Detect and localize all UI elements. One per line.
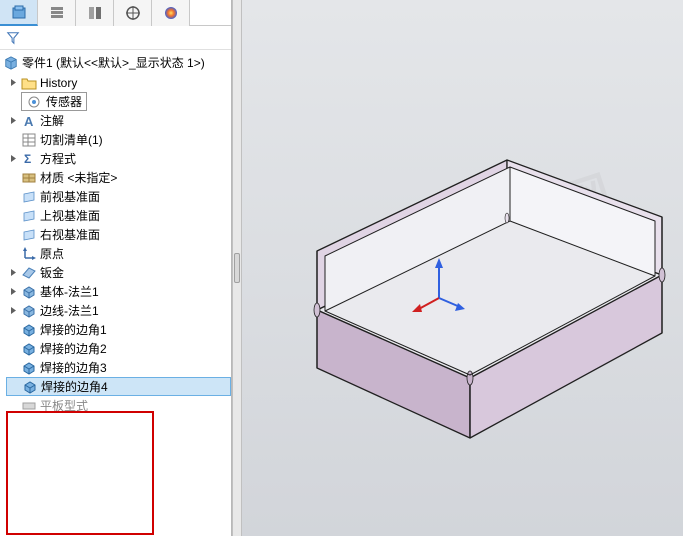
svg-text:A: A bbox=[24, 114, 34, 129]
tree-item[interactable]: 焊接的边角4 bbox=[6, 377, 231, 396]
tree-item[interactable]: 焊接的边角1 bbox=[6, 320, 231, 339]
tree-item-label: History bbox=[40, 76, 77, 90]
feature-icon bbox=[21, 303, 37, 319]
highlight-box bbox=[6, 411, 154, 535]
tab-dimxpert[interactable] bbox=[114, 0, 152, 26]
tree-item-label: 注解 bbox=[40, 112, 64, 129]
origin-icon bbox=[21, 246, 37, 262]
tree-item-label: 焊接的边角2 bbox=[40, 340, 107, 357]
weld-icon bbox=[22, 379, 38, 395]
feature-tree: 零件1 (默认<<默认>_显示状态 1>) History 传感器 A 注解切割清单(… bbox=[0, 50, 231, 536]
expand-toggle[interactable] bbox=[8, 287, 18, 297]
divider-handle[interactable] bbox=[234, 253, 240, 283]
tree-item-label: 右视基准面 bbox=[40, 226, 100, 243]
tree-item[interactable]: 材质 <未指定> bbox=[6, 168, 231, 187]
tree-item[interactable]: A 注解 bbox=[6, 111, 231, 130]
feature-icon bbox=[21, 284, 37, 300]
tree-item-label: 焊接的边角3 bbox=[40, 359, 107, 376]
sensor-icon bbox=[26, 94, 42, 110]
tree-item[interactable]: 平板型式 bbox=[6, 396, 231, 415]
part-icon bbox=[4, 56, 18, 70]
filter-icon bbox=[6, 31, 20, 45]
tree-item[interactable]: 上视基准面 bbox=[6, 206, 231, 225]
tree-item[interactable]: 切割清单(1) bbox=[6, 130, 231, 149]
tree-item[interactable]: 边线-法兰1 bbox=[6, 301, 231, 320]
tab-feature-tree[interactable] bbox=[0, 0, 38, 26]
equation-icon: Σ bbox=[21, 151, 37, 167]
tree-item[interactable]: 焊接的边角3 bbox=[6, 358, 231, 377]
material-icon bbox=[21, 170, 37, 186]
tree-item[interactable]: Σ 方程式 bbox=[6, 149, 231, 168]
plane-icon bbox=[21, 208, 37, 224]
tree-item-label: 基体-法兰1 bbox=[40, 283, 99, 300]
tree-item[interactable]: 传感器 bbox=[6, 92, 231, 111]
feature-tree-panel: 零件1 (默认<<默认>_显示状态 1>) History 传感器 A 注解切割清单(… bbox=[0, 0, 232, 536]
model-viewport[interactable]: 软件自学网 bbox=[242, 0, 683, 536]
sheetmetal-icon bbox=[21, 265, 37, 281]
tree-item-label: 平板型式 bbox=[40, 397, 88, 414]
weld-icon bbox=[21, 360, 37, 376]
tree-root-item[interactable]: 零件1 (默认<<默认>_显示状态 1>) bbox=[0, 52, 231, 73]
tab-display-mgr[interactable] bbox=[152, 0, 190, 26]
tree-item-label: 方程式 bbox=[40, 150, 76, 167]
cutlist-icon bbox=[21, 132, 37, 148]
tree-item-label: 前视基准面 bbox=[40, 188, 100, 205]
panel-toolbar bbox=[0, 0, 231, 26]
panel-divider[interactable] bbox=[232, 0, 242, 536]
filter-row[interactable] bbox=[0, 26, 231, 50]
plane-icon bbox=[21, 227, 37, 243]
tree-item-label: 传感器 bbox=[46, 93, 82, 110]
tree-item-label: 边线-法兰1 bbox=[40, 302, 99, 319]
expand-toggle[interactable] bbox=[8, 116, 18, 126]
plane-icon bbox=[21, 189, 37, 205]
model-render: 软件自学网 bbox=[242, 0, 683, 536]
tree-item-label: 焊接的边角1 bbox=[40, 321, 107, 338]
folder-icon bbox=[21, 75, 37, 91]
flat-icon bbox=[21, 398, 37, 414]
tree-item-label: 钣金 bbox=[40, 264, 64, 281]
tree-item[interactable]: 原点 bbox=[6, 244, 231, 263]
tree-item[interactable]: 基体-法兰1 bbox=[6, 282, 231, 301]
tree-item-label: 原点 bbox=[40, 245, 64, 262]
tree-item[interactable]: 钣金 bbox=[6, 263, 231, 282]
tree-item[interactable]: 焊接的边角2 bbox=[6, 339, 231, 358]
tab-property-mgr[interactable] bbox=[38, 0, 76, 26]
expand-toggle[interactable] bbox=[8, 154, 18, 164]
expand-toggle[interactable] bbox=[8, 306, 18, 316]
annotation-icon: A bbox=[21, 113, 37, 129]
root-label: 零件1 (默认<<默认>_显示状态 1>) bbox=[22, 54, 205, 71]
tree-item-label: 上视基准面 bbox=[40, 207, 100, 224]
weld-icon bbox=[21, 322, 37, 338]
tree-item[interactable]: 右视基准面 bbox=[6, 225, 231, 244]
weld-icon bbox=[21, 341, 37, 357]
tree-item-label: 切割清单(1) bbox=[40, 131, 103, 148]
tree-item-label: 材质 <未指定> bbox=[40, 169, 117, 186]
expand-toggle[interactable] bbox=[8, 78, 18, 88]
svg-text:Σ: Σ bbox=[24, 152, 31, 166]
tree-item[interactable]: History bbox=[6, 73, 231, 92]
tree-item[interactable]: 前视基准面 bbox=[6, 187, 231, 206]
expand-toggle[interactable] bbox=[8, 268, 18, 278]
tab-config-mgr[interactable] bbox=[76, 0, 114, 26]
tree-item-label: 焊接的边角4 bbox=[41, 378, 108, 395]
